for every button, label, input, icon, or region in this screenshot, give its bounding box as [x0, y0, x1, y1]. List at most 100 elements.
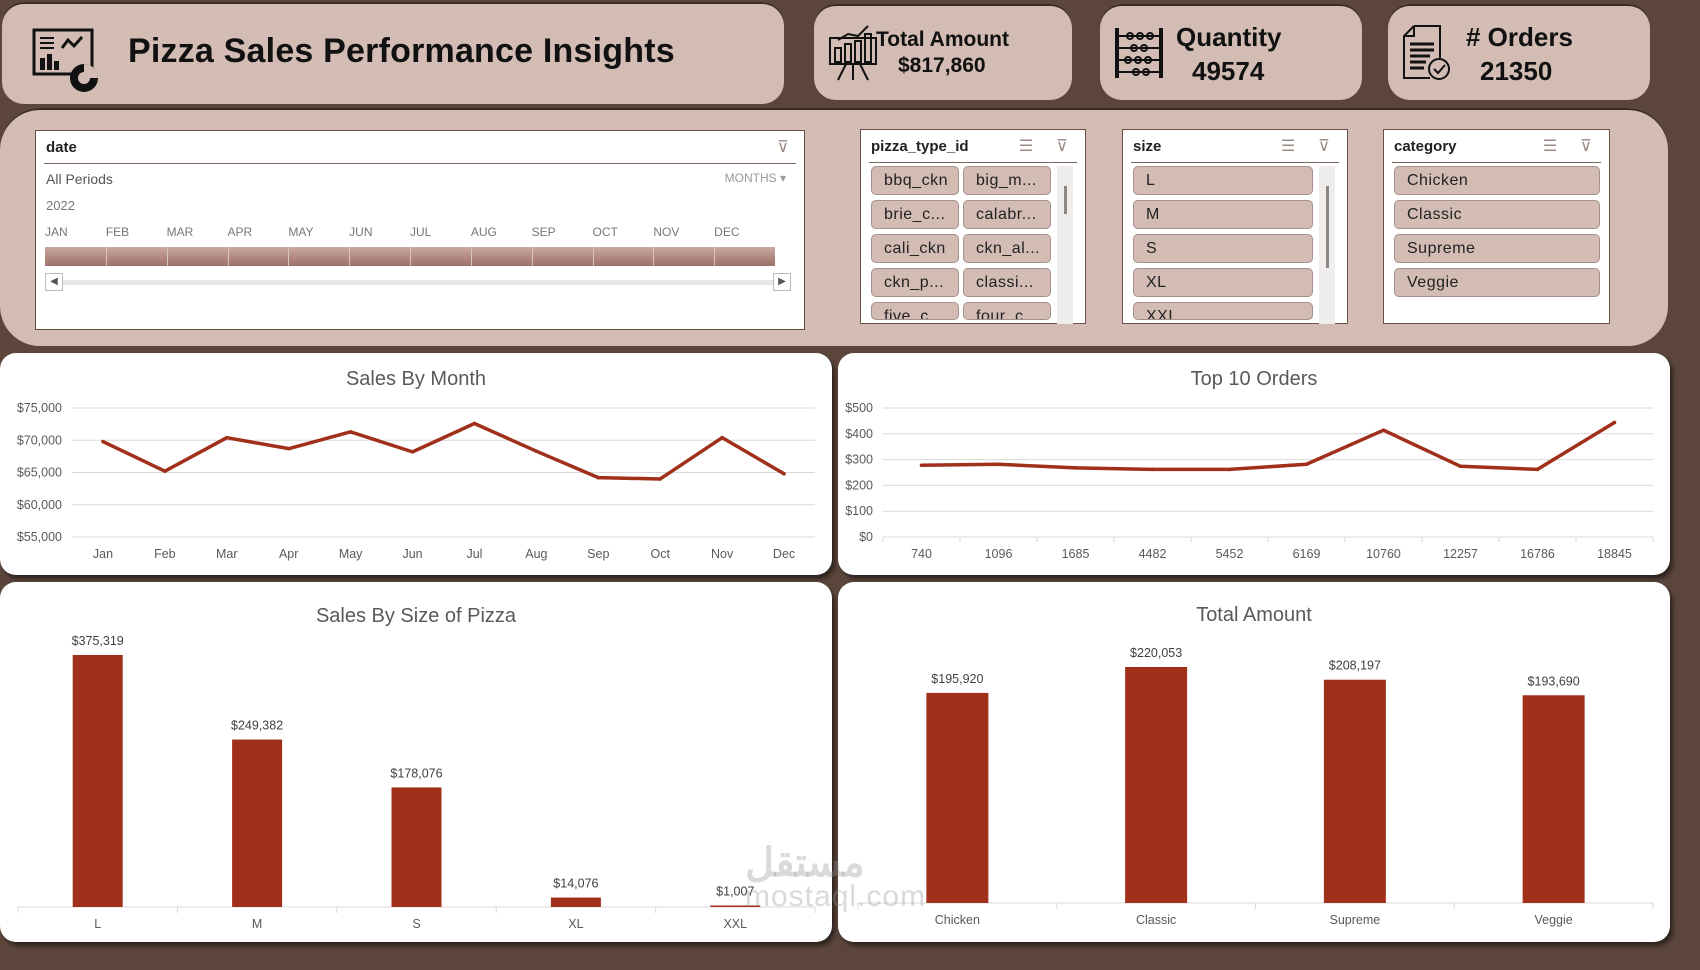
- sales-by-month-svg: Sales By Month $55,000 $60,000 $65,000 $70,0…: [17, 368, 815, 561]
- data-point[interactable]: [1535, 467, 1540, 472]
- data-point[interactable]: [596, 475, 601, 480]
- slicer-item[interactable]: Classic: [1394, 200, 1600, 229]
- scroll-thumb[interactable]: [1326, 186, 1329, 268]
- vertical-scrollbar[interactable]: [1057, 166, 1073, 324]
- data-point[interactable]: [410, 450, 415, 454]
- data-point[interactable]: [658, 477, 663, 481]
- data-point[interactable]: [1227, 467, 1232, 472]
- data-point[interactable]: [1612, 420, 1617, 425]
- data-point[interactable]: [782, 471, 786, 476]
- data-point[interactable]: [101, 439, 105, 444]
- slicer-item[interactable]: XL: [1133, 268, 1313, 297]
- slicer-item[interactable]: four_c...: [963, 302, 1051, 320]
- timeline-scrollbar[interactable]: ◀ ▶: [45, 273, 795, 291]
- scroll-left-icon[interactable]: ◀: [45, 273, 63, 291]
- slicer-item[interactable]: ckn_al...: [963, 234, 1051, 263]
- x-tick-label: Dec: [773, 547, 795, 561]
- slicer-item[interactable]: XXL: [1133, 302, 1313, 320]
- clear-filter-icon[interactable]: ⊽: [1056, 138, 1068, 155]
- slicer-item[interactable]: big_m...: [963, 166, 1051, 195]
- data-point[interactable]: [1304, 462, 1309, 467]
- month-label[interactable]: AUG: [470, 225, 497, 239]
- slicer-item[interactable]: Chicken: [1394, 166, 1600, 195]
- slicer-item[interactable]: brie_c...: [871, 200, 959, 229]
- slicer-item[interactable]: classi...: [963, 268, 1051, 297]
- data-point[interactable]: [1381, 428, 1386, 432]
- slicer-title: category: [1394, 138, 1457, 155]
- month-label[interactable]: NOV: [653, 225, 680, 239]
- data-point[interactable]: [996, 462, 1001, 467]
- bar[interactable]: [232, 739, 283, 907]
- month-label[interactable]: MAR: [166, 225, 194, 239]
- bar[interactable]: [1522, 695, 1585, 903]
- slicer-item[interactable]: M: [1133, 200, 1313, 229]
- month-label[interactable]: APR: [227, 225, 253, 239]
- x-tick-label: May: [339, 547, 363, 561]
- pizza-type-slicer[interactable]: pizza_type_id ☰ ⊽ bbq_ckn big_m... brie_c.…: [860, 129, 1086, 324]
- slicer-item[interactable]: Supreme: [1394, 234, 1600, 263]
- data-point[interactable]: [224, 435, 229, 440]
- month-label[interactable]: FEB: [105, 225, 130, 239]
- chart-title: Sales By Size of Pizza: [316, 605, 517, 627]
- slicer-item[interactable]: S: [1133, 234, 1313, 263]
- data-point[interactable]: [534, 449, 539, 454]
- bar[interactable]: [72, 655, 123, 907]
- slicer-item[interactable]: five_c...: [871, 302, 959, 320]
- bar[interactable]: [1323, 679, 1386, 903]
- month-label[interactable]: JUL: [410, 225, 432, 239]
- month-label[interactable]: SEP: [531, 225, 556, 239]
- vertical-scrollbar[interactable]: [1319, 166, 1335, 324]
- slicer-item[interactable]: bbq_ckn: [871, 166, 959, 195]
- multi-select-icon[interactable]: ☰: [1018, 138, 1034, 155]
- slicer-title: size: [1133, 138, 1162, 155]
- data-point[interactable]: [1458, 464, 1463, 469]
- data-point[interactable]: [1150, 467, 1155, 472]
- time-level-label: MONTHS: [724, 171, 777, 185]
- scroll-thumb[interactable]: [1064, 186, 1067, 214]
- scroll-right-icon[interactable]: ▶: [773, 273, 791, 291]
- bar[interactable]: [1125, 667, 1188, 903]
- size-slicer[interactable]: size ☰ ⊽ L M S XL XXL: [1122, 129, 1348, 324]
- slicer-item[interactable]: L: [1133, 166, 1313, 195]
- bar[interactable]: [710, 905, 761, 908]
- month-label[interactable]: MAY: [288, 225, 314, 239]
- month-label[interactable]: OCT: [592, 225, 618, 239]
- slicer-item[interactable]: cali_ckn: [871, 234, 959, 263]
- clear-filter-icon[interactable]: ⊽: [1318, 138, 1330, 155]
- bar[interactable]: [391, 787, 442, 907]
- clear-filter-icon[interactable]: ⊽: [1580, 138, 1592, 155]
- data-point[interactable]: [348, 430, 353, 434]
- x-tick-label: Jul: [466, 547, 482, 561]
- abacus-icon: [1115, 28, 1163, 78]
- data-point[interactable]: [919, 463, 924, 468]
- month-label[interactable]: JAN: [45, 225, 68, 239]
- scroll-track[interactable]: [63, 280, 773, 285]
- category-slicer[interactable]: category ☰ ⊽ Chicken Classic Supreme Veggie: [1383, 129, 1610, 324]
- month-label[interactable]: JUN: [349, 225, 373, 239]
- multi-select-icon[interactable]: ☰: [1542, 138, 1558, 155]
- kpi-value: 49574: [1192, 56, 1265, 86]
- data-point[interactable]: [472, 421, 477, 426]
- dashboard-analytics-icon: [32, 28, 98, 92]
- data-point[interactable]: [1073, 466, 1078, 470]
- bar[interactable]: [550, 897, 601, 907]
- time-level-dropdown[interactable]: MONTHS ▾: [725, 171, 786, 185]
- x-tick-label: 12257: [1443, 547, 1478, 561]
- clear-filter-icon[interactable]: ⊽: [777, 139, 789, 156]
- month-label[interactable]: DEC: [714, 225, 740, 239]
- data-point[interactable]: [163, 469, 167, 474]
- multi-select-icon[interactable]: ☰: [1280, 138, 1296, 155]
- month-divider: [410, 247, 411, 266]
- x-tick-label: 10760: [1366, 547, 1401, 561]
- data-point[interactable]: [720, 435, 724, 440]
- data-label: $193,690: [1528, 674, 1580, 688]
- bar[interactable]: [926, 692, 989, 903]
- slicer-item[interactable]: ckn_p...: [871, 268, 959, 297]
- y-tick-label: $65,000: [17, 466, 62, 480]
- date-timeline-slicer[interactable]: date ⊽ All Periods MONTHS ▾ 2022 JAN FEB M…: [35, 130, 805, 330]
- slicer-item[interactable]: calabr...: [963, 200, 1051, 229]
- slicer-item[interactable]: Veggie: [1394, 268, 1600, 297]
- timeline-selection-bar[interactable]: [45, 247, 775, 266]
- data-point[interactable]: [286, 446, 291, 451]
- x-tick-label: Supreme: [1330, 913, 1381, 927]
